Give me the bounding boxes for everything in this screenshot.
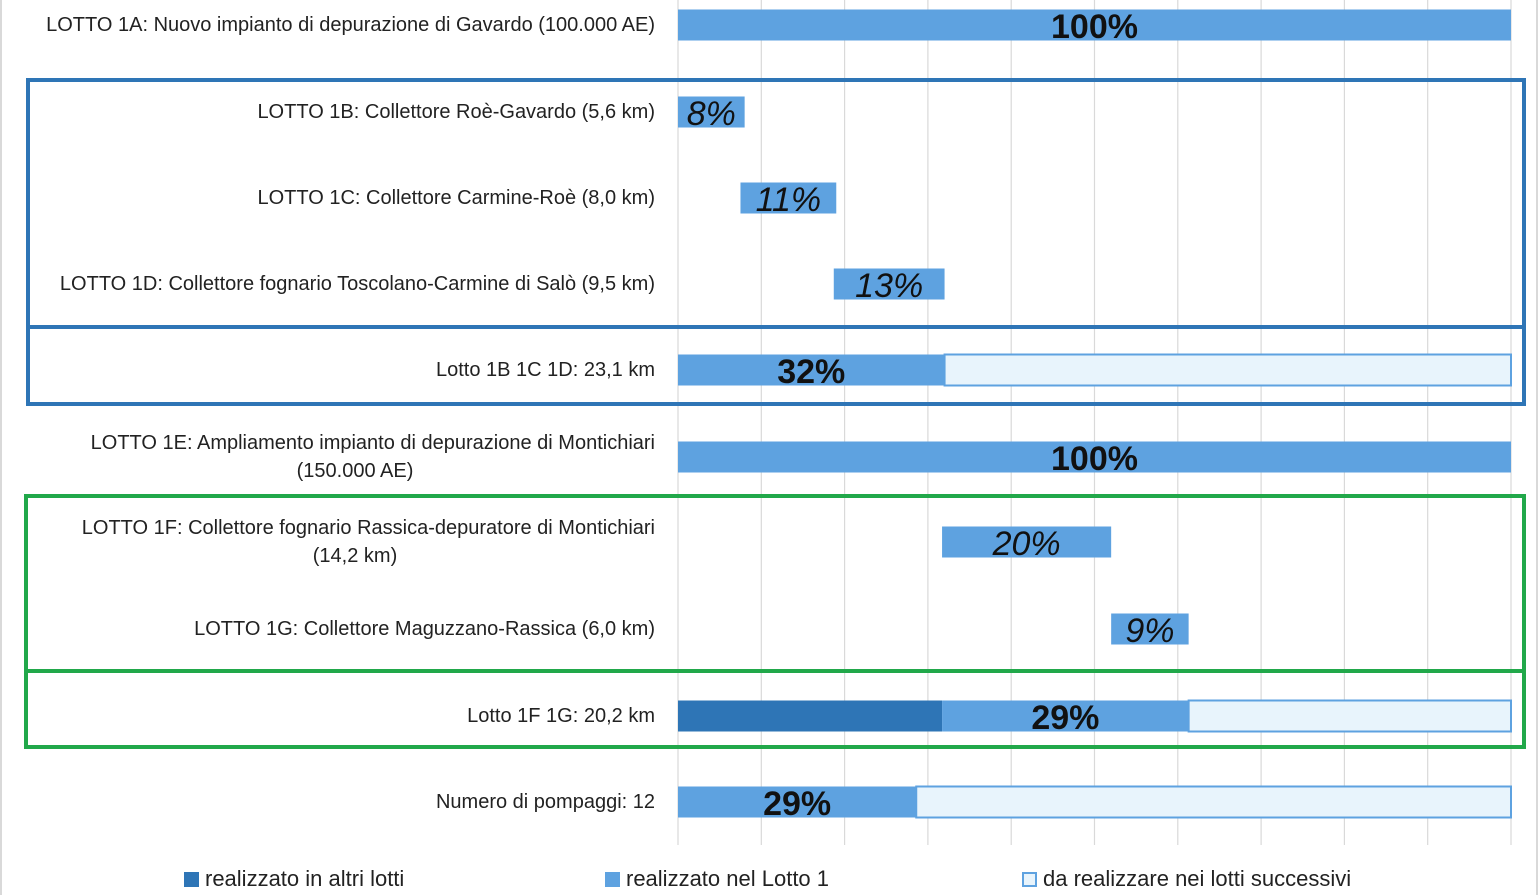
value-label: 13% <box>855 267 923 305</box>
chart-frame-right-edge <box>1536 0 1538 895</box>
category-label: LOTTO 1E: Ampliamento impianto di depura… <box>91 432 655 454</box>
bar-segment <box>678 9 1511 41</box>
legend-label: realizzato in altri lotti <box>205 866 405 891</box>
bar-segment <box>942 526 1112 558</box>
value-label: 32% <box>777 353 845 391</box>
category-label: LOTTO 1F: Collettore fognario Rassica-de… <box>82 517 655 539</box>
bar-segment <box>942 700 1189 732</box>
chart-frame-left-edge <box>0 0 2 895</box>
legend-swatch-light-blue <box>605 871 620 887</box>
group-total-outline <box>24 669 1526 749</box>
legend-item-lotto-1: realizzato nel Lotto 1 <box>605 866 829 892</box>
category-label: LOTTO 1A: Nuovo impianto di depurazione … <box>46 14 655 36</box>
chart-legend: realizzato in altri lotti realizzato nel… <box>0 866 1538 892</box>
bar-segment <box>943 353 1512 387</box>
bar-segment <box>678 700 943 732</box>
value-label: 29% <box>763 785 831 823</box>
category-label: Numero di pompaggi: 12 <box>436 791 655 813</box>
value-label: 8% <box>687 95 736 133</box>
value-label: 11% <box>756 181 822 219</box>
legend-label: realizzato nel Lotto 1 <box>626 866 830 891</box>
legend-item-lotti-successivi: da realizzare nei lotti successivi <box>1022 866 1351 892</box>
value-label: 9% <box>1125 612 1174 650</box>
bar-segment <box>678 786 917 818</box>
category-label: LOTTO 1D: Collettore fognario Toscolano-… <box>60 273 655 295</box>
legend-swatch-dark-blue <box>184 871 199 887</box>
bar-segment <box>678 354 945 386</box>
bar-segment <box>1187 699 1513 733</box>
legend-item-altri-lotti: realizzato in altri lotti <box>184 866 404 892</box>
legend-swatch-outline <box>1022 871 1037 887</box>
category-label: LOTTO 1C: Collettore Carmine-Roè (8,0 km… <box>257 187 655 209</box>
category-label: LOTTO 1B: Collettore Roè-Gavardo (5,6 km… <box>257 101 655 123</box>
bar-segment <box>1111 613 1189 645</box>
bar-segment <box>678 441 1511 473</box>
category-label: (150.000 AE) <box>297 460 414 482</box>
bar-segment <box>915 785 1512 819</box>
category-label: (14,2 km) <box>313 545 397 567</box>
value-label: 29% <box>1031 699 1099 737</box>
value-label: 100% <box>1051 8 1138 46</box>
bar-segment <box>833 268 945 300</box>
bar-segment <box>740 182 837 214</box>
bar-segment <box>678 96 745 128</box>
group-total-outline <box>26 325 1526 406</box>
legend-label: da realizzare nei lotti successivi <box>1043 866 1352 891</box>
category-label: LOTTO 1G: Collettore Maguzzano-Rassica (… <box>194 618 655 640</box>
value-label: 20% <box>992 525 1061 563</box>
value-label: 100% <box>1051 440 1138 478</box>
category-label: Lotto 1F 1G: 20,2 km <box>467 705 655 727</box>
category-label: Lotto 1B 1C 1D: 23,1 km <box>436 359 655 381</box>
